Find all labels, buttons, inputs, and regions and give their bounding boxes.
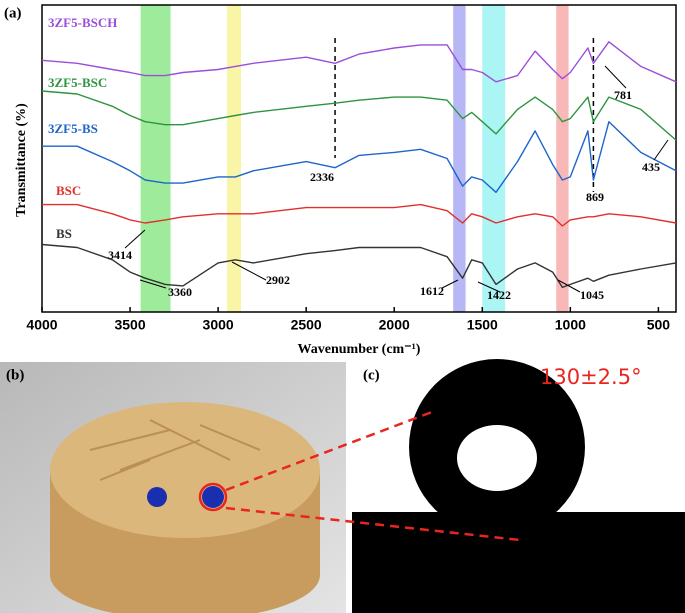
peak-label: 869 xyxy=(586,190,604,204)
series-label: BS xyxy=(56,226,72,241)
peak-label: 3360 xyxy=(168,285,192,299)
panel-label: (b) xyxy=(6,367,24,383)
highlight-band xyxy=(140,5,171,312)
zoom-line xyxy=(225,410,433,492)
droplet xyxy=(147,487,167,507)
x-tick-label: 3500 xyxy=(114,317,145,333)
highlight-band xyxy=(226,5,242,312)
series-label: 3ZF5-BSCH xyxy=(48,15,117,30)
annotation-arrow xyxy=(557,279,581,293)
x-tick-label: 500 xyxy=(647,317,671,333)
peak-label: 3414 xyxy=(108,248,132,262)
droplet-highlight xyxy=(457,425,537,491)
photo-b: (b) xyxy=(0,362,346,613)
y-axis-label: Transmittance (%) xyxy=(14,103,29,217)
x-tick-label: 3000 xyxy=(203,317,234,333)
plot-frame xyxy=(41,4,677,313)
x-tick-label: 4000 xyxy=(26,317,57,333)
x-tick-label: 2500 xyxy=(291,317,322,333)
peak-label: 2336 xyxy=(310,170,334,184)
droplet xyxy=(202,486,224,508)
spectrum-line xyxy=(42,121,677,193)
x-tick-label: 2000 xyxy=(379,317,410,333)
ftir-chart: 4000 3500 3000 2500 2000 1500 1000 500 3ZF5-BSCH… xyxy=(26,4,677,333)
series-label: BSC xyxy=(56,183,81,198)
panel-label: (c) xyxy=(363,367,380,383)
contact-angle: 130±2.5° xyxy=(540,365,642,389)
annotation-arrow xyxy=(124,229,146,249)
annotation-arrow xyxy=(139,279,167,289)
series-label: 3ZF5-BSC xyxy=(48,75,107,90)
series-label: 3ZF5-BS xyxy=(48,121,98,136)
substrate xyxy=(352,512,685,613)
annotation-arrow xyxy=(441,279,459,289)
annotation-arrow xyxy=(477,281,501,293)
zoom-line xyxy=(225,506,521,542)
spectrum-line xyxy=(41,41,677,83)
spectrum-line xyxy=(42,203,677,227)
panel-label: (a) xyxy=(4,5,22,21)
x-axis-label: Wavenumber (cm⁻¹) xyxy=(298,342,421,357)
peak-label: 2902 xyxy=(266,273,290,287)
peak-label: 435 xyxy=(642,160,660,174)
highlight-band xyxy=(556,5,569,312)
peak-label: 1045 xyxy=(580,288,604,302)
pellet-texture xyxy=(89,419,261,481)
peak-label: 1612 xyxy=(420,284,444,298)
annotation-arrow xyxy=(231,261,267,281)
spectrum-line xyxy=(41,90,677,141)
photo-c: (c) 130±2.5° xyxy=(352,359,685,613)
pellet-top xyxy=(50,402,320,538)
peak-label: 1422 xyxy=(487,288,511,302)
droplet-highlight xyxy=(198,482,228,512)
highlight-band xyxy=(482,5,506,312)
highlight-band xyxy=(453,5,466,312)
annotation-arrow xyxy=(604,65,627,89)
peak-label: 781 xyxy=(614,88,632,102)
x-tick-label: 1500 xyxy=(467,317,498,333)
x-tick-label: 1000 xyxy=(555,317,586,333)
spectrum-line xyxy=(41,243,677,289)
annotation-arrow xyxy=(653,139,669,161)
